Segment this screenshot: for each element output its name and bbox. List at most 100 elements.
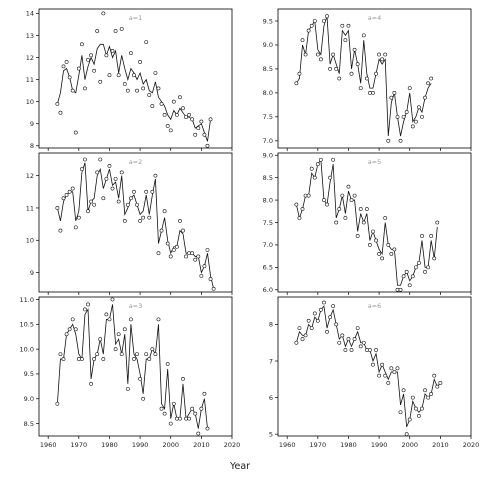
data-point <box>361 340 366 345</box>
plot-frame <box>38 8 233 149</box>
y-tick-label: 14 <box>26 10 34 18</box>
data-point <box>346 23 351 28</box>
data-point <box>328 315 332 320</box>
data-point <box>76 66 81 71</box>
data-point <box>331 52 336 57</box>
data-point <box>98 337 103 342</box>
y-tick-label: 12 <box>26 54 34 62</box>
data-point <box>361 33 366 38</box>
data-point <box>208 117 213 122</box>
data-point <box>328 67 332 71</box>
data-point <box>141 86 146 91</box>
y-tick-label: 7 <box>269 357 273 365</box>
plot-frame <box>277 152 472 293</box>
data-point <box>432 256 437 261</box>
data-point <box>420 114 424 119</box>
y-tick-label: 10.5 <box>20 321 34 329</box>
y-tick-label: 11 <box>26 204 34 212</box>
data-point <box>61 64 66 69</box>
data-point <box>168 421 173 426</box>
data-point <box>352 47 357 52</box>
data-point <box>55 401 60 406</box>
data-point <box>89 381 93 386</box>
data-point <box>371 90 375 95</box>
panel-label: a=5 <box>368 158 382 166</box>
data-point <box>401 274 406 279</box>
data-point <box>141 396 146 401</box>
y-tick-label: 8.5 <box>263 65 273 73</box>
data-point <box>438 381 443 385</box>
y-tick-label: 10.0 <box>20 345 34 353</box>
data-point <box>205 143 210 148</box>
y-tick-label: 10 <box>26 98 34 106</box>
data-point <box>364 207 369 211</box>
data-point <box>107 164 112 168</box>
series-line <box>56 162 215 289</box>
data-point <box>64 193 69 197</box>
data-point <box>410 395 415 400</box>
data-point <box>423 269 427 274</box>
data-point <box>190 251 195 256</box>
data-point <box>58 228 63 233</box>
data-point <box>413 119 418 124</box>
data-point <box>116 199 121 204</box>
data-point <box>380 362 385 367</box>
y-tick-label: 6.5 <box>263 264 273 272</box>
data-point <box>79 42 84 47</box>
data-point <box>187 251 192 256</box>
data-point <box>340 333 345 338</box>
data-point <box>113 29 118 33</box>
data-point <box>119 26 124 31</box>
data-point <box>429 392 434 396</box>
data-point <box>312 311 317 316</box>
data-point <box>174 416 179 421</box>
data-point <box>343 38 348 43</box>
y-tick-label: 7.0 <box>263 137 273 145</box>
panel-label: a=1 <box>129 14 143 22</box>
y-tick-label: 8.0 <box>263 196 273 204</box>
data-point <box>135 352 139 356</box>
data-point <box>79 167 84 172</box>
y-tick-label: 13 <box>26 32 34 40</box>
data-point <box>398 138 403 143</box>
y-tick-label: 11.0 <box>20 296 34 304</box>
data-point <box>358 86 363 90</box>
data-point <box>156 251 161 256</box>
data-point <box>104 53 109 58</box>
data-point <box>110 186 115 191</box>
data-point <box>150 189 155 194</box>
data-point <box>383 216 388 220</box>
data-point <box>202 264 207 269</box>
data-point <box>395 366 400 371</box>
data-point <box>423 95 427 100</box>
data-point <box>358 207 363 211</box>
data-point <box>89 53 93 58</box>
data-point <box>364 76 369 81</box>
data-point <box>92 357 97 361</box>
data-point <box>374 348 378 352</box>
panel-label: a=6 <box>368 302 382 310</box>
data-point <box>404 432 409 437</box>
data-point <box>98 79 103 84</box>
data-point <box>371 229 375 234</box>
data-point <box>297 216 302 220</box>
data-point <box>101 196 106 201</box>
data-point <box>322 198 326 202</box>
data-point <box>107 317 112 322</box>
data-point <box>168 128 173 133</box>
data-point <box>349 198 354 202</box>
data-point <box>153 173 158 178</box>
data-point <box>205 248 210 252</box>
data-point <box>413 265 418 270</box>
data-point <box>340 193 345 198</box>
data-point <box>374 238 378 243</box>
x-tick-label: 2000 <box>162 441 179 449</box>
data-point <box>361 220 366 225</box>
data-point <box>156 86 161 91</box>
data-point <box>181 377 185 381</box>
data-point <box>116 332 121 337</box>
data-point <box>334 67 339 71</box>
data-point <box>187 416 192 421</box>
data-point <box>174 244 179 249</box>
data-point <box>199 273 204 278</box>
